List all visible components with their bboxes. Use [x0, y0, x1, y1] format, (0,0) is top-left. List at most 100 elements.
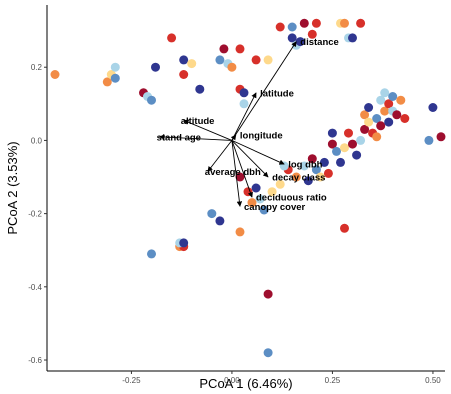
x-tick-label: -0.25 — [122, 376, 141, 385]
data-point — [380, 88, 390, 98]
data-point — [263, 289, 273, 299]
data-point — [376, 95, 386, 105]
data-point — [344, 128, 353, 138]
data-point — [247, 198, 257, 208]
data-point — [215, 216, 225, 226]
data-point — [303, 176, 313, 186]
y-tick-label: -0.4 — [28, 283, 42, 292]
data-point — [327, 128, 337, 138]
data-point — [147, 249, 156, 259]
data-point — [179, 55, 189, 65]
data-point — [147, 95, 156, 105]
data-point — [235, 172, 245, 182]
data-point — [299, 18, 309, 28]
data-point — [340, 223, 349, 233]
data-point — [235, 44, 245, 54]
data-point — [396, 95, 406, 105]
data-point — [263, 348, 273, 358]
x-axis-title: PCoA 1 (6.46%) — [199, 376, 292, 391]
data-point — [311, 18, 321, 28]
loading-vector — [231, 41, 297, 141]
data-point — [235, 227, 245, 237]
data-point — [323, 168, 333, 178]
data-point — [311, 165, 321, 175]
data-point — [372, 114, 382, 123]
data-point — [219, 44, 229, 54]
data-point — [251, 183, 261, 193]
data-point — [348, 139, 357, 149]
data-point — [239, 99, 249, 109]
vectors-layer: distance latitude altitude stand age longitu… — [157, 37, 339, 213]
data-point — [315, 172, 325, 182]
data-point — [340, 143, 349, 153]
data-point — [380, 106, 390, 116]
data-point — [187, 59, 197, 69]
data-point — [151, 62, 160, 72]
data-point — [267, 187, 277, 197]
data-point — [384, 117, 394, 127]
data-point — [110, 62, 120, 72]
x-tick-label: 0.50 — [425, 376, 441, 385]
data-point — [360, 110, 370, 120]
data-point — [332, 146, 341, 156]
data-point — [388, 92, 398, 101]
data-point — [307, 154, 317, 164]
data-point — [307, 29, 317, 39]
data-point — [352, 150, 362, 160]
x-tick-label: 0.00 — [224, 376, 240, 385]
data-point — [195, 84, 205, 94]
vector-label: altitude — [181, 116, 215, 127]
loading-vector — [159, 134, 232, 141]
loading-vector — [231, 92, 257, 141]
data-point — [340, 18, 349, 28]
data-point — [295, 37, 305, 47]
data-point — [259, 205, 269, 215]
data-point — [376, 121, 386, 131]
vector-label: log dbh — [288, 160, 322, 171]
data-point — [287, 22, 297, 32]
y-tick-label: -0.2 — [28, 210, 42, 219]
data-point — [372, 132, 382, 142]
data-point — [384, 99, 394, 109]
data-point — [50, 70, 60, 79]
data-point — [207, 209, 217, 219]
loading-vector — [231, 140, 253, 198]
data-point — [424, 135, 434, 145]
data-point — [179, 238, 189, 248]
vector-label: deciduous ratio — [256, 193, 327, 204]
loading-vector — [231, 140, 243, 207]
loading-vector — [183, 119, 233, 141]
data-point — [167, 33, 177, 43]
data-point — [356, 18, 366, 28]
vector-label: stand age — [157, 132, 201, 143]
data-point — [327, 139, 337, 149]
data-point — [251, 55, 261, 65]
data-point — [255, 194, 265, 204]
data-point — [110, 73, 120, 83]
vector-label: longitude — [240, 130, 283, 141]
data-point — [392, 110, 402, 120]
data-point — [102, 77, 112, 87]
data-point — [299, 161, 309, 171]
loading-vector — [231, 140, 269, 178]
data-point — [348, 33, 357, 43]
loading-vector — [230, 134, 237, 141]
loading-vector — [207, 140, 233, 172]
y-tick-label: -0.6 — [28, 356, 42, 365]
y-tick-label: 0.0 — [31, 136, 43, 145]
loading-vector — [231, 139, 285, 165]
data-point — [263, 55, 273, 65]
data-point — [356, 135, 366, 145]
data-point — [227, 62, 237, 72]
vector-label: decay class — [272, 173, 325, 184]
data-point — [364, 117, 374, 127]
data-point — [291, 172, 301, 182]
data-point — [239, 88, 249, 98]
y-axis-title: PCoA 2 (3.53%) — [5, 141, 20, 234]
data-point — [436, 132, 446, 142]
data-point — [275, 179, 285, 189]
vector-label: canopy cover — [244, 202, 306, 213]
y-tick-label: 0.2 — [31, 63, 43, 72]
vector-label: average dbh — [205, 167, 261, 178]
